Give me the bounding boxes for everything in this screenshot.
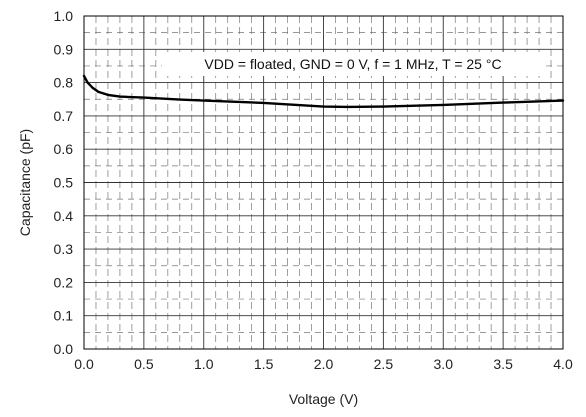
series-layer bbox=[82, 74, 565, 109]
x-tick-label: 4.0 bbox=[553, 356, 573, 372]
plot-frame bbox=[83, 15, 564, 350]
x-tick-label: 2.5 bbox=[374, 356, 394, 372]
axis-ticks: 0.0 0.5 1.0 1.5 2.0 2.5 3.0 3.5 4.0 0.0 0.1 0.2 0.3 0… bbox=[54, 8, 573, 372]
annotation-text: VDD = floated, GND = 0 V, f = 1 MHz, T =… bbox=[204, 56, 501, 72]
y-tick-label: 0.4 bbox=[54, 208, 74, 224]
x-tick-label: 1.5 bbox=[254, 356, 274, 372]
x-tick-label: 1.0 bbox=[194, 356, 214, 372]
y-tick-label: 0.1 bbox=[54, 308, 74, 324]
y-tick-label: 0.7 bbox=[54, 108, 74, 124]
y-tick-label: 1.0 bbox=[54, 8, 74, 24]
x-tick-label: 3.0 bbox=[434, 356, 454, 372]
y-tick-label: 0.2 bbox=[54, 274, 74, 290]
x-tick-label: 0.0 bbox=[74, 356, 94, 372]
x-tick-label: 0.5 bbox=[134, 356, 154, 372]
capacitance-curve bbox=[82, 74, 565, 109]
y-tick-label: 0.6 bbox=[54, 141, 74, 157]
y-tick-label: 0.0 bbox=[54, 341, 74, 357]
y-tick-label: 0.8 bbox=[54, 75, 74, 91]
y-tick-label: 0.9 bbox=[54, 41, 74, 57]
x-tick-label: 2.0 bbox=[314, 356, 334, 372]
y-tick-label: 0.5 bbox=[54, 175, 74, 191]
y-axis-label: Capacitance (pF) bbox=[17, 129, 33, 236]
annotation-background bbox=[162, 52, 544, 76]
x-tick-label: 3.5 bbox=[493, 356, 513, 372]
y-tick-label: 0.3 bbox=[54, 241, 74, 257]
x-axis-label: Voltage (V) bbox=[289, 391, 358, 407]
